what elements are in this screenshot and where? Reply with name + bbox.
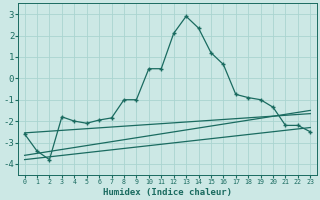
X-axis label: Humidex (Indice chaleur): Humidex (Indice chaleur) xyxy=(103,188,232,197)
